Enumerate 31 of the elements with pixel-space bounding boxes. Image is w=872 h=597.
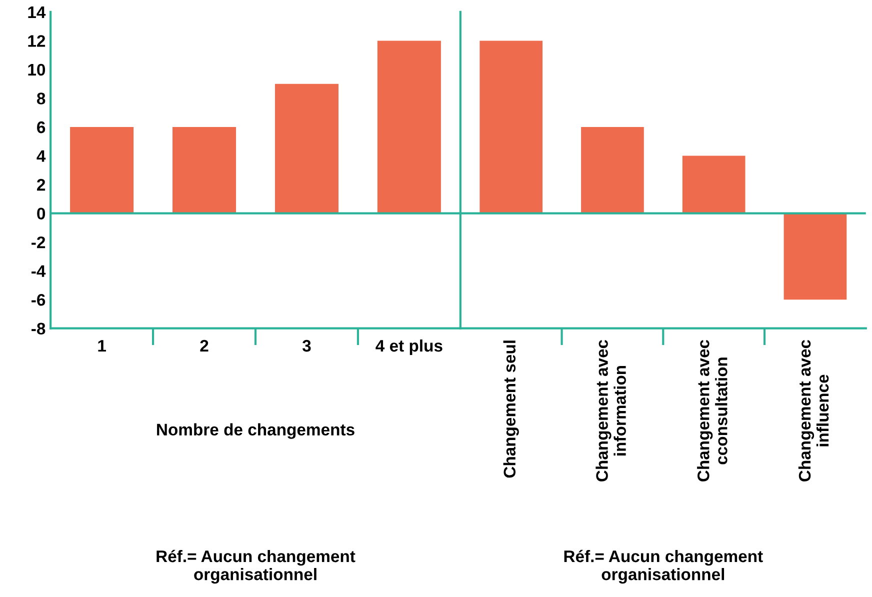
- y-tick-label: 10: [28, 64, 46, 76]
- text: Réf.= Aucun changement organisationnel: [564, 550, 763, 584]
- y-tick-label: -8: [32, 322, 46, 335]
- x-tick-label: Changement avec information: [596, 340, 626, 482]
- x-tick-label: Changement seul: [503, 340, 519, 478]
- y-tick-label: 14: [28, 6, 46, 18]
- bar: [581, 127, 644, 214]
- bar: [682, 156, 746, 214]
- y-tick-label: 0: [37, 208, 46, 220]
- text: Réf.= Aucun changement organisationnel: [156, 550, 356, 584]
- x-tick-label: 3: [302, 340, 311, 352]
- x-axis-title: Nombre de changements: [157, 423, 354, 439]
- y-tick-label: -6: [32, 294, 46, 306]
- bar: [480, 40, 543, 214]
- y-tick-label: -4: [32, 265, 46, 277]
- y-tick-label: 4: [36, 150, 46, 162]
- y-tick-label: 8: [36, 92, 46, 104]
- bar: [274, 84, 338, 214]
- bar: [377, 40, 441, 214]
- y-tick-label: 12: [28, 35, 46, 47]
- x-tick-label: 4 et plus: [376, 339, 442, 355]
- x-tick-label: Changement avec cconsultation: [697, 340, 728, 482]
- y-tick-label: 2: [37, 178, 46, 191]
- bar: [172, 127, 236, 214]
- x-tick-label: 1: [98, 340, 106, 352]
- y-tick-label: 6: [37, 121, 46, 134]
- x-tick-label: 2: [200, 340, 208, 352]
- y-tick-label: -2: [32, 236, 46, 248]
- bar: [784, 213, 847, 300]
- x-tick-label: Changement avec influence: [798, 340, 829, 482]
- bar: [70, 127, 134, 214]
